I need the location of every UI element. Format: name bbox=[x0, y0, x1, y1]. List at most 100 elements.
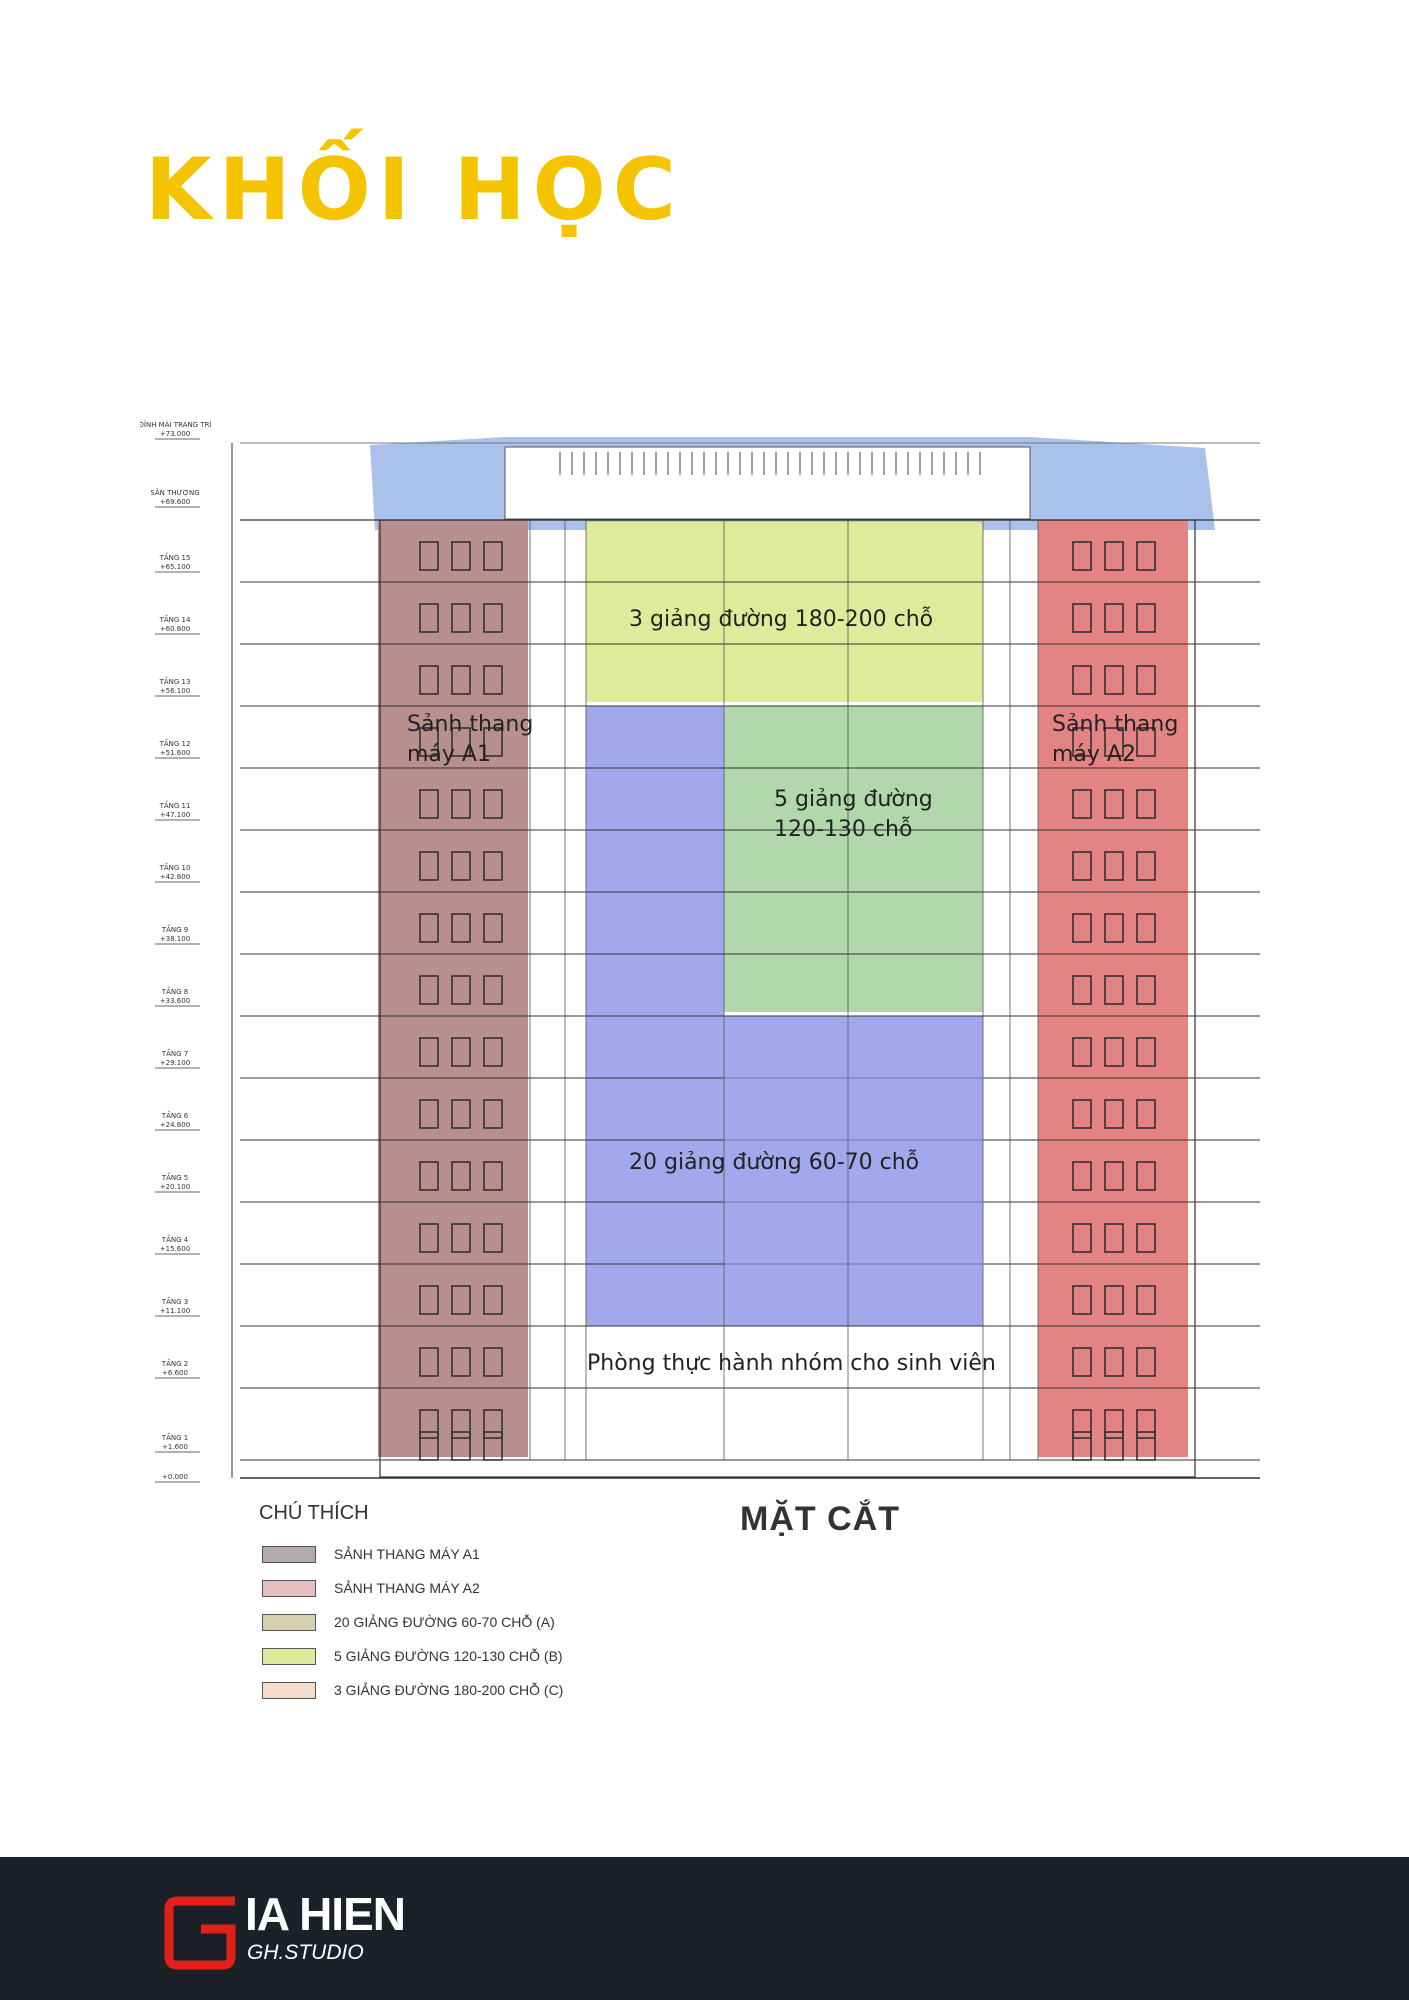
legend-item: 20 GIẢNG ĐƯỜNG 60-70 CHỖ (A) bbox=[262, 1612, 555, 1632]
window bbox=[1072, 1099, 1092, 1129]
level-name: TẦNG 9 bbox=[161, 924, 188, 934]
window bbox=[1136, 665, 1156, 695]
window bbox=[483, 1099, 503, 1129]
window bbox=[419, 975, 439, 1005]
level-elevation: +0.000 bbox=[162, 1473, 188, 1481]
level-elevation: +33.600 bbox=[160, 997, 190, 1005]
level-elevation: +29.100 bbox=[160, 1059, 190, 1067]
window bbox=[1104, 1223, 1124, 1253]
window bbox=[1072, 603, 1092, 633]
zone-label-halls-60: 20 giảng đường 60-70 chỗ bbox=[629, 1150, 920, 1175]
window bbox=[483, 789, 503, 819]
level-name: TẦNG 13 bbox=[159, 676, 191, 686]
window bbox=[451, 1037, 471, 1067]
window bbox=[1072, 1161, 1092, 1191]
window bbox=[1104, 1037, 1124, 1067]
window bbox=[1136, 603, 1156, 633]
legend-swatch bbox=[262, 1681, 316, 1699]
level-elevation: +15.600 bbox=[160, 1245, 190, 1253]
legend-label: 3 GIẢNG ĐƯỜNG 180-200 CHỖ (C) bbox=[334, 1682, 564, 1698]
zone-label-lobby-a1: Sảnh thang máy A1 bbox=[407, 712, 534, 767]
roof-area bbox=[370, 437, 1215, 530]
window bbox=[1072, 665, 1092, 695]
window bbox=[1072, 727, 1092, 757]
window bbox=[1104, 1409, 1124, 1439]
window bbox=[483, 1285, 503, 1315]
level-name: TẦNG 3 bbox=[161, 1296, 188, 1306]
window bbox=[1136, 541, 1156, 571]
window bbox=[451, 789, 471, 819]
window bbox=[419, 603, 439, 633]
window bbox=[419, 1099, 439, 1129]
brand-sub: GH.STUDIO bbox=[247, 1941, 364, 1964]
footer: IA HIEN GH.STUDIO bbox=[0, 1857, 1409, 2000]
section-drawing: ĐỈNH MÁI TRANG TRÍ+73.000 SÂN THƯỢNG+69.6… bbox=[140, 420, 1260, 1483]
window bbox=[483, 1431, 503, 1461]
level-elevation: +6.600 bbox=[162, 1369, 188, 1377]
window bbox=[451, 1285, 471, 1315]
level-elevation: +51.600 bbox=[160, 749, 190, 757]
zone-halls-180 bbox=[586, 522, 983, 702]
window bbox=[1136, 1099, 1156, 1129]
legend-item: 3 GIẢNG ĐƯỜNG 180-200 CHỖ (C) bbox=[262, 1680, 563, 1700]
window bbox=[483, 1037, 503, 1067]
window bbox=[1072, 1037, 1092, 1067]
zone-label-halls-120: 5 giảng đường 120-130 chỗ bbox=[774, 787, 933, 842]
window bbox=[451, 603, 471, 633]
window bbox=[1136, 727, 1156, 757]
window bbox=[1104, 1431, 1124, 1461]
legend-swatch bbox=[262, 1579, 316, 1597]
window bbox=[451, 1409, 471, 1439]
level-elevation: +69.600 bbox=[160, 498, 190, 506]
window bbox=[419, 727, 439, 757]
window bbox=[483, 1347, 503, 1377]
level-elevation: +24.600 bbox=[160, 1121, 190, 1129]
level-elevation: +20.100 bbox=[160, 1183, 190, 1191]
level-markers: ĐỈNH MÁI TRANG TRÍ+73.000 SÂN THƯỢNG+69.6… bbox=[140, 420, 212, 1483]
legend-swatch bbox=[262, 1545, 316, 1563]
legend-item: 5 GIẢNG ĐƯỜNG 120-130 CHỖ (B) bbox=[262, 1646, 563, 1666]
window bbox=[451, 1099, 471, 1129]
window bbox=[1072, 1409, 1092, 1439]
window bbox=[483, 851, 503, 881]
window bbox=[1072, 1347, 1092, 1377]
window bbox=[1072, 975, 1092, 1005]
window bbox=[419, 1037, 439, 1067]
level-elevation: +47.100 bbox=[160, 811, 190, 819]
level-elevation: +65.100 bbox=[160, 563, 190, 571]
level-name: ĐỈNH MÁI TRANG TRÍ bbox=[140, 420, 212, 429]
window bbox=[483, 727, 503, 757]
window bbox=[483, 1161, 503, 1191]
window bbox=[483, 603, 503, 633]
window bbox=[1136, 1431, 1156, 1461]
window bbox=[1136, 1347, 1156, 1377]
window bbox=[1104, 727, 1124, 757]
window bbox=[1104, 1347, 1124, 1377]
window bbox=[451, 1161, 471, 1191]
window bbox=[1136, 789, 1156, 819]
level-name: TẦNG 5 bbox=[161, 1172, 188, 1182]
window bbox=[451, 1431, 471, 1461]
window bbox=[1136, 975, 1156, 1005]
window bbox=[419, 851, 439, 881]
window bbox=[1072, 789, 1092, 819]
zone-label-practice: Phòng thực hành nhóm cho sinh viên bbox=[587, 1351, 996, 1376]
legend-item: SẢNH THANG MÁY A2 bbox=[262, 1578, 480, 1598]
window bbox=[1104, 603, 1124, 633]
window bbox=[1136, 1285, 1156, 1315]
window bbox=[1136, 1161, 1156, 1191]
page-title: KHỐI HỌC bbox=[145, 140, 683, 240]
zone-label-halls-180: 3 giảng đường 180-200 chỗ bbox=[629, 607, 934, 632]
level-elevation: +1.600 bbox=[162, 1443, 188, 1451]
window bbox=[483, 913, 503, 943]
window bbox=[419, 1285, 439, 1315]
window bbox=[1104, 1099, 1124, 1129]
window bbox=[483, 975, 503, 1005]
window bbox=[1072, 851, 1092, 881]
level-name: TẦNG 7 bbox=[161, 1048, 188, 1058]
legend-title: CHÚ THÍCH bbox=[259, 1502, 369, 1524]
window bbox=[483, 1409, 503, 1439]
window bbox=[1072, 1285, 1092, 1315]
window bbox=[483, 1223, 503, 1253]
window bbox=[451, 913, 471, 943]
